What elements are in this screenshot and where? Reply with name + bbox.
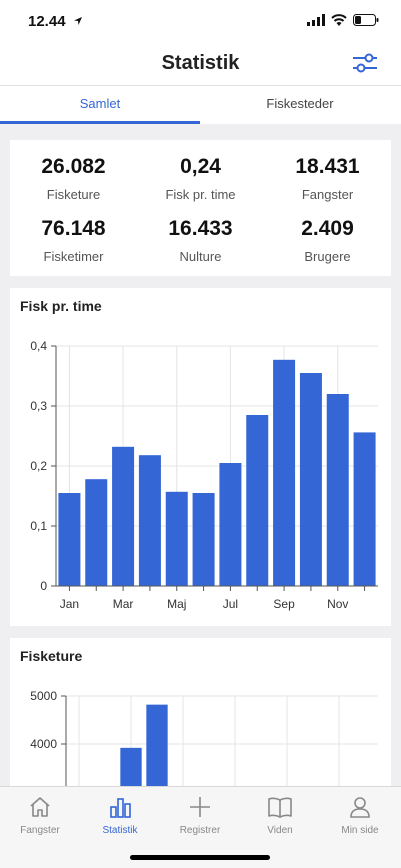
location-arrow-icon — [73, 13, 83, 31]
tabbar-fangster[interactable]: Fangster — [0, 793, 80, 836]
stat-fisketure: 26.082 Fisketure — [10, 155, 137, 202]
tabbar-label: Viden — [267, 825, 293, 836]
chart-bar — [219, 463, 242, 586]
x-tick-label: Jan — [60, 597, 79, 611]
chart-bar — [353, 432, 376, 586]
x-tick-label: Jul — [223, 597, 238, 611]
x-tick-label: Mar — [113, 597, 134, 611]
chart-bar — [146, 704, 168, 798]
stat-label: Fisketure — [46, 187, 101, 202]
x-tick-label: Maj — [167, 597, 186, 611]
tabbar-statistik[interactable]: Statistik — [80, 793, 160, 836]
x-tick-label: Nov — [327, 597, 348, 611]
chart-bar — [165, 491, 188, 586]
tabbar-min-side[interactable]: Min side — [320, 793, 400, 836]
plus-icon — [160, 793, 240, 821]
y-tick-label: 4000 — [30, 737, 57, 751]
stat-value: 0,24 — [180, 155, 221, 178]
wifi-icon — [331, 14, 347, 26]
status-bar: 12.44 — [0, 0, 401, 44]
book-icon — [240, 793, 320, 821]
tabbar-label: Registrer — [179, 825, 221, 836]
stat-label: Fisketimer — [43, 249, 104, 264]
chart-bar — [85, 479, 108, 586]
status-time: 12.44 — [28, 13, 66, 30]
stat-value: 18.431 — [295, 155, 360, 178]
y-tick-label: 0 — [40, 579, 47, 593]
y-tick-label: 5000 — [30, 689, 57, 703]
segment-tabs: Samlet Fiskesteder — [0, 86, 401, 124]
stat-label: Fangster — [301, 187, 354, 202]
chart-bar — [273, 359, 296, 586]
stat-label: Brugere — [304, 249, 351, 264]
stat-brugere: 2.409 Brugere — [264, 217, 391, 264]
chart-bar — [246, 415, 269, 586]
active-tab-indicator — [0, 121, 200, 124]
y-tick-label: 0,3 — [30, 399, 47, 413]
chart-bar — [299, 373, 322, 586]
y-tick-label: 0,1 — [30, 519, 47, 533]
page-title: Statistik — [161, 52, 240, 74]
battery-icon — [353, 14, 379, 26]
user-icon — [320, 793, 400, 821]
tab-samlet[interactable]: Samlet — [79, 96, 121, 111]
stat-value: 2.409 — [301, 217, 354, 240]
y-tick-label: 0,2 — [30, 459, 47, 473]
chart-title: Fisketure — [20, 648, 83, 664]
stat-fisketimer: 76.148 Fisketimer — [10, 217, 137, 264]
navigation-bar: Statistik — [0, 44, 401, 86]
summary-stats-card: 26.082 Fisketure 0,24 Fisk pr. time 18.4… — [10, 140, 391, 276]
signal-icon — [307, 14, 325, 26]
x-tick-label: Sep — [273, 597, 295, 611]
chart-bar — [138, 455, 161, 586]
stat-fangster: 18.431 Fangster — [264, 155, 391, 202]
chart-bar — [120, 747, 142, 798]
status-icons — [307, 14, 379, 26]
bottom-tab-bar: Fangster Statistik Registrer Viden Min s… — [0, 786, 401, 868]
tabbar-label: Min side — [341, 825, 379, 836]
home-icon — [0, 793, 80, 821]
tabbar-viden[interactable]: Viden — [240, 793, 320, 836]
home-indicator — [130, 855, 270, 860]
filter-button[interactable] — [351, 50, 379, 76]
chart-bar — [326, 394, 349, 586]
tabbar-registrer[interactable]: Registrer — [160, 793, 240, 836]
chart-bar — [112, 446, 135, 586]
stat-label: Fisk pr. time — [165, 187, 236, 202]
tab-fiskesteder[interactable]: Fiskesteder — [266, 96, 334, 111]
fisketure-chart: 4000 5000 — [30, 689, 378, 798]
chart-title: Fisk pr. time — [20, 298, 102, 314]
chart-bar — [58, 493, 81, 586]
stat-label: Nulture — [179, 249, 222, 264]
stat-value: 16.433 — [168, 217, 233, 240]
tabbar-label: Fangster — [20, 825, 60, 836]
tabbar-label: Statistik — [102, 825, 138, 836]
fisk-pr-time-chart: 0 0,1 0,2 0,3 0,4 Jan Mar Maj Jul Sep Nov — [30, 339, 378, 611]
stat-value: 26.082 — [41, 155, 106, 178]
stat-value: 76.148 — [41, 217, 106, 240]
chart-card-fisk-pr-time: Fisk pr. time 0 0,1 0,2 0,3 0,4 Jan Mar Maj Jul S… — [10, 288, 391, 626]
chart-bar — [192, 493, 215, 586]
stat-fisk-pr-time: 0,24 Fisk pr. time — [137, 155, 264, 202]
bar-chart-icon — [80, 793, 160, 821]
stat-nulture: 16.433 Nulture — [137, 217, 264, 264]
y-tick-label: 0,4 — [30, 339, 47, 353]
sliders-icon — [353, 53, 377, 73]
chart-card-fisketure: Fisketure 4000 5000 — [10, 638, 391, 798]
